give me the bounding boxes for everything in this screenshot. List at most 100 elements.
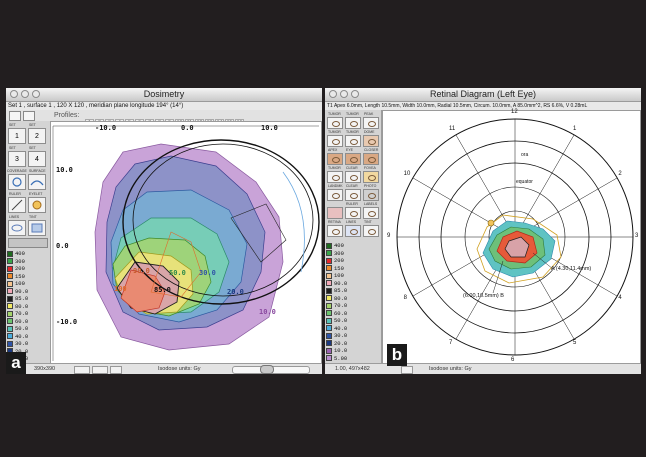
- legend-swatch: [7, 325, 13, 332]
- retina-icon-button[interactable]: [327, 225, 343, 237]
- legend-value: 300: [334, 249, 344, 257]
- tumor-icon-button[interactable]: [345, 135, 361, 147]
- axis-label-left-bot: -10.0: [56, 318, 78, 326]
- lines-button[interactable]: [8, 220, 26, 236]
- clock-hour-label: 5: [573, 340, 577, 347]
- tumor-icon-button[interactable]: [327, 135, 343, 147]
- ora-label: ora: [521, 152, 529, 158]
- tumor-icon-button[interactable]: [345, 117, 361, 129]
- tool-label: PHOTO: [364, 184, 377, 188]
- surface-button[interactable]: [28, 174, 46, 190]
- legend-swatch: [326, 310, 332, 317]
- view-single-button[interactable]: [9, 111, 21, 121]
- clock-hour-label: 11: [449, 125, 456, 132]
- zoom-slider-thumb[interactable]: [260, 365, 274, 374]
- set-label: SET: [9, 123, 16, 127]
- legend-swatch: [326, 355, 332, 362]
- legend-entry: 50.0: [325, 317, 349, 325]
- tool-scroll-arrows[interactable]: [8, 238, 48, 248]
- clock-hour-label: 4: [618, 295, 622, 301]
- tool-label: EYE: [346, 148, 354, 152]
- clear-icon-button[interactable]: [345, 189, 361, 201]
- eyelet-button[interactable]: [28, 197, 46, 213]
- legend-value: 20.0: [334, 339, 348, 347]
- tool-label: DOME: [364, 130, 375, 134]
- isodose-label: 85.0: [154, 286, 171, 294]
- clock-hour-label: 6: [511, 357, 515, 363]
- minimize-window-button[interactable]: [21, 90, 29, 98]
- legend-value: 60.0: [15, 317, 29, 325]
- clock-hour-label: 2: [618, 171, 622, 177]
- legend-entry: 100: [325, 272, 349, 280]
- legend-entry: 50.0: [6, 325, 30, 333]
- legend-entry: 40.0: [325, 325, 349, 333]
- clear-icon-button[interactable]: [345, 171, 361, 183]
- legend-entry: 30.0: [325, 332, 349, 340]
- ruler-button[interactable]: [8, 197, 26, 213]
- view-mode-button[interactable]: [92, 366, 108, 374]
- tint-icon-button[interactable]: [363, 225, 379, 237]
- view-mode-button[interactable]: [74, 366, 90, 374]
- labels-icon-button[interactable]: [363, 207, 379, 219]
- tumor-icon-button[interactable]: [327, 117, 343, 129]
- photo-icon: [368, 193, 376, 199]
- zoom-window-button[interactable]: [351, 90, 359, 98]
- closer-icon-button[interactable]: [363, 153, 379, 165]
- legend-entry: 85.0: [6, 295, 30, 303]
- lines-icon-button[interactable]: [345, 225, 361, 237]
- home-button[interactable]: [401, 366, 413, 374]
- set-4-label: 4: [35, 156, 39, 163]
- legend-entry: 200: [325, 257, 349, 265]
- legend-swatch: [326, 287, 332, 294]
- landmark-icon-button[interactable]: [327, 189, 343, 201]
- set-3-label: 3: [15, 156, 19, 163]
- peak-icon: [368, 121, 376, 127]
- set-3-button[interactable]: 3: [8, 151, 26, 167]
- legend-entry: 70.0: [325, 302, 349, 310]
- isodose-legend: 400 300 200 150 100 90.0 85.0 80.0 70.0 60.0 50.0 4…: [325, 242, 349, 362]
- fovea-icon-button[interactable]: [363, 171, 379, 183]
- tumor-icon-button[interactable]: [327, 171, 343, 183]
- close-window-button[interactable]: [329, 90, 337, 98]
- home-button[interactable]: [110, 366, 122, 374]
- apex-icon-button[interactable]: [327, 153, 343, 165]
- coverage-button[interactable]: [8, 174, 26, 190]
- legend-swatch: [326, 257, 332, 264]
- set-1-button[interactable]: 1: [8, 128, 26, 144]
- clock-hour-label: 8: [403, 295, 407, 301]
- tool-button[interactable]: [327, 207, 343, 219]
- minimize-window-button[interactable]: [340, 90, 348, 98]
- legend-entry: 40.0: [6, 333, 30, 341]
- zoom-window-button[interactable]: [32, 90, 40, 98]
- legend-entry: 80.0: [325, 295, 349, 303]
- legend-value: 100: [334, 272, 344, 280]
- photo-icon-button[interactable]: [363, 189, 379, 201]
- ruler-icon-button[interactable]: [345, 207, 361, 219]
- lines-label: LINES: [9, 215, 20, 219]
- view-grid-button[interactable]: [23, 111, 35, 121]
- surface-label: SURFACE: [29, 169, 46, 173]
- legend-value: 200: [15, 265, 25, 273]
- labels-icon: [368, 211, 376, 217]
- tint-button[interactable]: [28, 220, 46, 236]
- close-window-button[interactable]: [10, 90, 18, 98]
- set-4-button[interactable]: 4: [28, 151, 46, 167]
- legend-value: 100: [15, 280, 25, 288]
- legend-value: 90.0: [334, 279, 348, 287]
- legend-swatch: [326, 340, 332, 347]
- surface-icon: [30, 180, 44, 186]
- dosimetry-plot[interactable]: -10.0 0.0 10.0 10.0 0.0 -10.0 90.0 50.0 …: [50, 121, 322, 364]
- legend-entry: 85.0: [325, 287, 349, 295]
- legend-value: 80.0: [15, 302, 29, 310]
- eye-icon-button[interactable]: [345, 153, 361, 165]
- dome-icon-button[interactable]: [363, 135, 379, 147]
- clock-hour-label: 7: [449, 340, 453, 347]
- set-2-button[interactable]: 2: [28, 128, 46, 144]
- retinal-diagram-plot[interactable]: 12 1 2 3 4 5 6 7 8 9 10 11 ora equator A (4.30,11.4…: [382, 109, 641, 364]
- legend-entry: 10.0: [325, 347, 349, 355]
- legend-swatch: [326, 272, 332, 279]
- legend-entry: 100: [6, 280, 30, 288]
- legend-swatch: [326, 242, 332, 249]
- peak-icon-button[interactable]: [363, 117, 379, 129]
- clear-icon: [350, 175, 358, 181]
